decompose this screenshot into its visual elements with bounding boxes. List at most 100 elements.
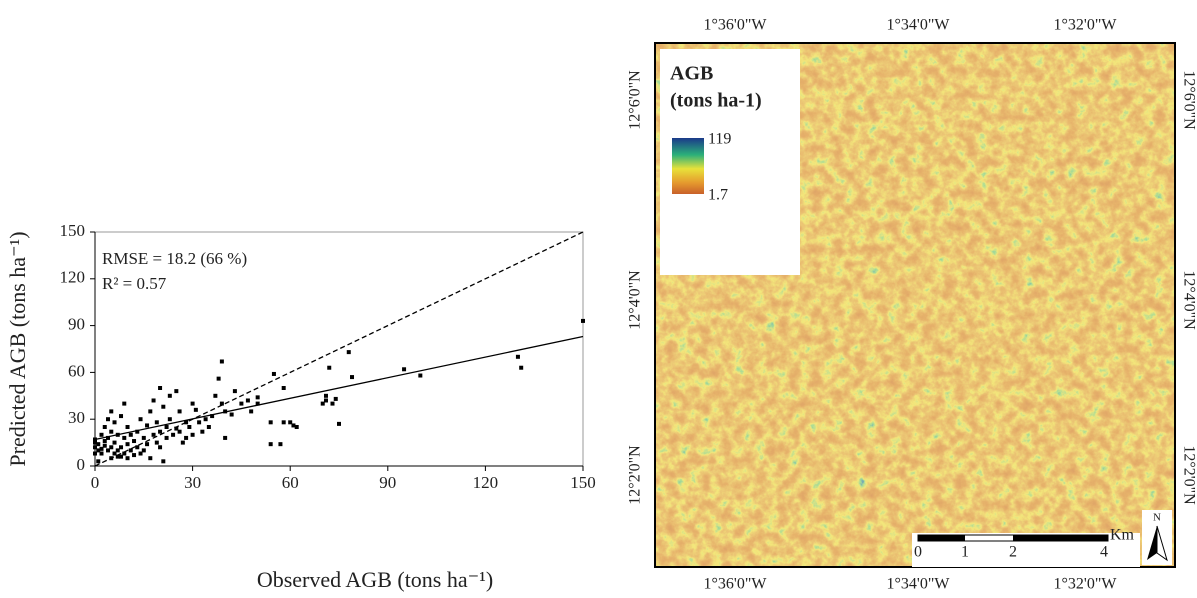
point [141, 435, 146, 440]
point [167, 417, 172, 422]
x-tick-label: 30 [184, 473, 201, 492]
point [145, 442, 150, 447]
point [93, 440, 97, 445]
point [197, 420, 202, 425]
x-tick-label: 90 [379, 473, 396, 492]
point [93, 451, 97, 456]
point [125, 456, 130, 461]
point [102, 425, 107, 429]
point [109, 445, 114, 450]
y-axis-title: Predicted AGB (tons ha⁻¹) [5, 231, 30, 466]
lon-label: 1°36'0"W [704, 576, 768, 593]
point [330, 401, 335, 406]
point [151, 398, 156, 403]
lon-label: 1°34'0"W [887, 17, 951, 34]
x-tick-label: 120 [473, 473, 499, 492]
legend-title: AGB [670, 63, 713, 85]
point [148, 409, 153, 414]
y-tick-label: 90 [68, 315, 85, 334]
point [177, 429, 182, 434]
point [96, 459, 101, 464]
point [402, 367, 407, 372]
point [109, 409, 114, 414]
point [581, 318, 585, 323]
point [122, 401, 127, 406]
point [184, 435, 189, 440]
point [219, 359, 224, 364]
point [125, 442, 130, 447]
point [239, 401, 244, 406]
point [158, 386, 163, 390]
point [190, 432, 195, 437]
point [278, 442, 283, 447]
point [255, 395, 260, 400]
point [323, 398, 328, 403]
scale-label: 1 [961, 544, 969, 561]
point [122, 435, 127, 440]
point [99, 451, 104, 456]
point [128, 432, 133, 437]
point [350, 375, 355, 380]
point [249, 409, 254, 414]
x-tick-label: 60 [282, 473, 299, 492]
point [106, 417, 111, 422]
point [115, 432, 120, 437]
point [515, 354, 520, 359]
point [109, 429, 114, 434]
y-tick-label: 150 [60, 221, 86, 240]
scale-label: 4 [1100, 544, 1108, 561]
lat-label: 12°6'0"N [627, 70, 644, 130]
point [138, 451, 143, 456]
point [119, 454, 124, 459]
x-tick-label: 0 [91, 473, 100, 492]
point [161, 404, 166, 409]
point [245, 398, 250, 403]
map-labels: 1°36'0"W 1°34'0"W 1°32'0"W 1°36'0"W 1°34'0"W… [627, 17, 1197, 593]
point [99, 446, 104, 451]
scale-label: 2 [1009, 544, 1017, 561]
point [337, 421, 341, 426]
point [141, 448, 146, 453]
point [177, 409, 182, 414]
point [115, 448, 120, 453]
point [281, 420, 286, 425]
point [346, 350, 351, 355]
lat-label: 12°2'0"N [627, 445, 644, 505]
point [320, 401, 325, 406]
point [167, 393, 172, 398]
point [158, 429, 163, 434]
point [119, 445, 124, 450]
point [128, 448, 133, 453]
scale-segment [918, 535, 965, 541]
point [271, 371, 276, 376]
north-arrow [1147, 526, 1157, 560]
point [112, 451, 117, 456]
point [115, 454, 120, 459]
lon-label: 1°36'0"W [704, 17, 768, 34]
point [106, 448, 111, 453]
lon-label: 1°32'0"W [1054, 576, 1118, 593]
point [154, 420, 159, 425]
lat-label: 12°6'0"N [1180, 70, 1197, 130]
north-label: N [1153, 512, 1161, 524]
point [122, 451, 127, 456]
point [154, 440, 159, 445]
point [291, 423, 296, 428]
point [294, 425, 299, 429]
point [200, 429, 205, 434]
scale-unit: Km [1110, 527, 1135, 544]
point [229, 412, 234, 417]
point [213, 393, 218, 398]
point [206, 425, 211, 429]
point [138, 417, 143, 422]
legend-min: 1.7 [708, 187, 728, 204]
point [174, 389, 179, 394]
point [145, 423, 150, 428]
point [223, 435, 228, 440]
point [255, 401, 260, 406]
point [106, 435, 111, 440]
lon-label: 1°32'0"W [1054, 17, 1118, 34]
point [519, 365, 524, 370]
